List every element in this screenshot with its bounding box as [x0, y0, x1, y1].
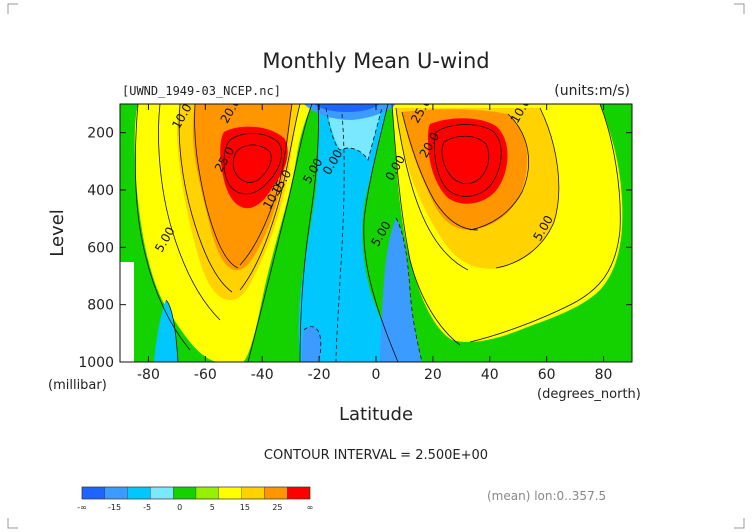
- y-axis: 200 400 600 800 1000: [78, 126, 632, 371]
- colorbar-tick-label: 0: [177, 503, 182, 512]
- equatorial-cyan-region: [298, 104, 398, 362]
- easterly-blue-mid: [380, 218, 422, 362]
- contour-lines: [134, 104, 621, 362]
- x-tick-label: -40: [251, 367, 274, 383]
- colorbar-tick-label: ∞: [307, 503, 314, 512]
- y-tick-label: 1000: [78, 355, 114, 371]
- file-label: [UWND_1949-03_NCEP.nc]: [122, 84, 281, 98]
- colorbar-swatch: [104, 486, 128, 500]
- y-tick-label: 400: [87, 183, 114, 199]
- y-tick-label: 200: [87, 126, 114, 142]
- colorbar-swatch: [241, 486, 265, 500]
- colorbar-tick-label: 5: [210, 503, 215, 512]
- colorbar-swatch: [195, 486, 219, 500]
- x-tick-label: 20: [424, 367, 442, 383]
- easterly-blue-low: [302, 326, 321, 362]
- colorbar-frame: [81, 486, 311, 500]
- x-tick-label: 80: [595, 367, 613, 383]
- x-tick-label: -80: [137, 367, 160, 383]
- colorbar-swatch: [173, 486, 197, 500]
- x-tick-label: -20: [308, 367, 331, 383]
- y-tick-label: 600: [87, 240, 114, 256]
- easterly-deepblue-top: [314, 104, 380, 112]
- plot-area: 10.0 20.025.015.010.05.000.005.000.005.00…: [120, 104, 632, 362]
- equatorial-lightcyan-region: [326, 108, 382, 160]
- x-axis: -80 -60 -40 -20 0 20 40 60 80: [137, 104, 612, 383]
- colorbar-swatch: [264, 486, 288, 500]
- corner-marks: [7, 3, 745, 529]
- contour-interval-text: CONTOUR INTERVAL = 2.500E+00: [264, 448, 488, 463]
- mean-text: (mean) lon:0..357.5: [487, 489, 606, 503]
- x-tick-label: 60: [538, 367, 556, 383]
- colorbar-tick-label: -∞: [77, 503, 87, 512]
- colorbar-tick-label: -15: [108, 503, 121, 512]
- polar-cyan-region: [154, 300, 178, 362]
- x-axis-units: (degrees_north): [537, 387, 641, 402]
- x-tick-label: 40: [481, 367, 499, 383]
- y-tick-label: 800: [87, 298, 114, 314]
- x-tick-label: 0: [372, 367, 381, 383]
- colorbar-swatch: [81, 486, 105, 500]
- colorbar-tick-label: -5: [143, 503, 151, 512]
- x-axis-label: Latitude: [339, 404, 413, 425]
- colorbar-tick-label: 15: [240, 503, 250, 512]
- colorbar-tick-label: 25: [272, 503, 282, 512]
- colorbar-swatch: [150, 486, 174, 500]
- units-label: (units:m/s): [554, 83, 630, 99]
- colorbar-swatch: [218, 486, 242, 500]
- colorbar-swatch: [287, 486, 311, 500]
- missing-data-region: [120, 262, 134, 362]
- y-axis-units: (millibar): [48, 378, 107, 393]
- s-red-core: [220, 126, 288, 209]
- x-tick-label: -60: [194, 367, 217, 383]
- y-axis-label: Level: [47, 209, 68, 257]
- chart-title: Monthly Mean U-wind: [262, 49, 489, 73]
- colorbar-swatch: [127, 486, 151, 500]
- colorbar: -∞ -15 -5 0 5 15 25 ∞: [77, 486, 314, 512]
